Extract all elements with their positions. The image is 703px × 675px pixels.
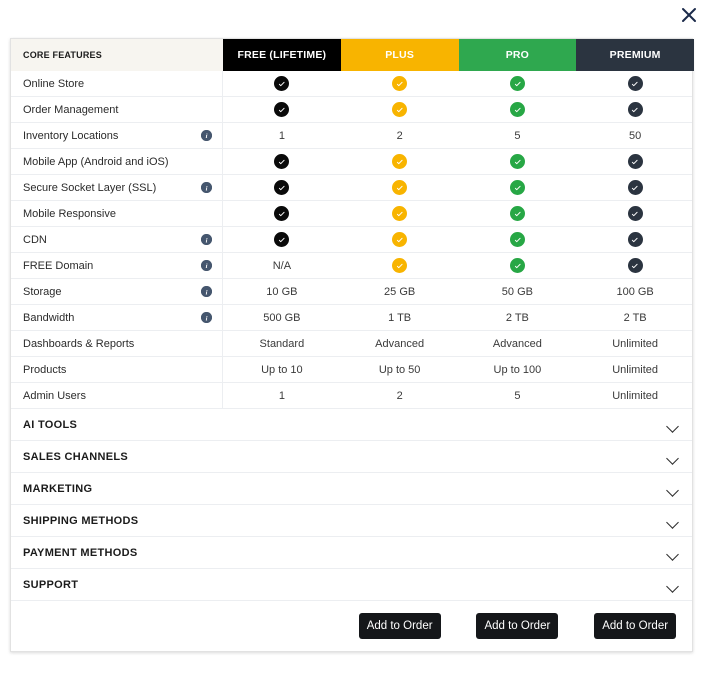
svg-text:i: i: [206, 133, 208, 140]
svg-text:i: i: [206, 237, 208, 244]
svg-text:i: i: [206, 185, 208, 192]
svg-text:i: i: [206, 263, 208, 270]
svg-text:i: i: [206, 289, 208, 296]
svg-text:i: i: [206, 315, 208, 322]
